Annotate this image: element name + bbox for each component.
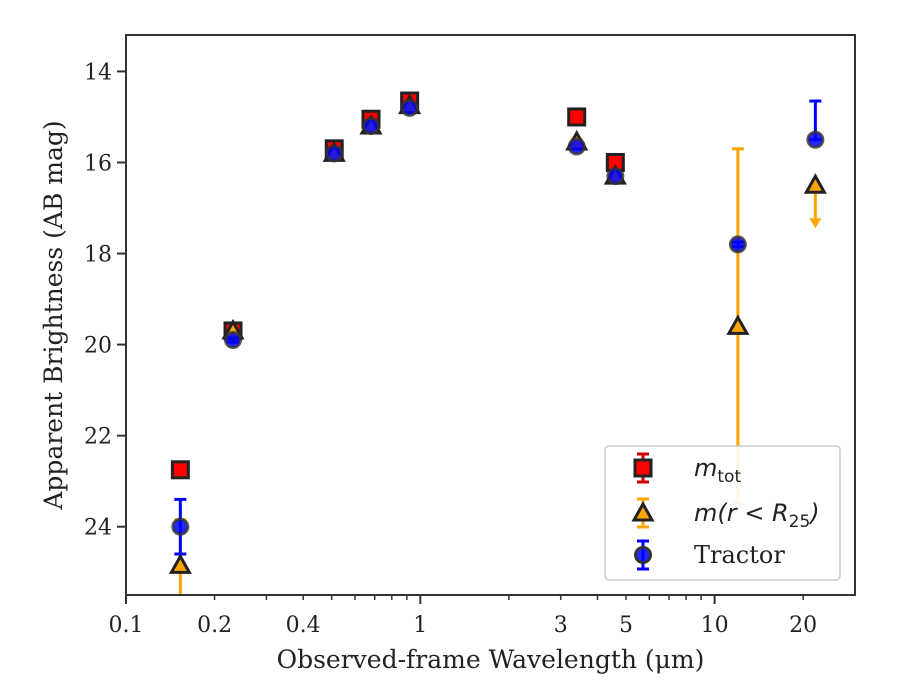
plot-frame (125, 34, 856, 596)
upper-limit-arrow (809, 218, 822, 229)
triangle-marker (168, 553, 192, 574)
y-tick-labels: 14 16 18 20 22 24 (84, 60, 112, 540)
circle-marker (806, 130, 825, 149)
circle-marker (606, 167, 625, 186)
x-tick-label: 5 (619, 613, 633, 638)
legend-square-marker (633, 458, 653, 478)
x-tick-label: 1 (413, 613, 427, 638)
circle-marker (325, 144, 344, 163)
x-tick-label: 0.4 (286, 613, 321, 638)
circle-marker (224, 331, 243, 350)
x-tick-label: 0.2 (197, 613, 232, 638)
y-tick-label: 20 (84, 334, 112, 359)
circle-marker (400, 98, 419, 117)
triangle-marker (803, 173, 827, 194)
legend-triangle-marker (631, 500, 655, 522)
x-tick-label: 0.1 (109, 613, 144, 638)
square-marker (170, 460, 190, 480)
triangle-marker (726, 314, 750, 335)
legend-label: Tractor (694, 541, 785, 569)
x-tick-label: 10 (701, 613, 729, 638)
x-tick-label: 3 (554, 613, 568, 638)
y-tick-label: 16 (84, 151, 112, 176)
legend-label: mtot (694, 454, 741, 487)
legend-label: m(r < R25) (694, 499, 820, 532)
square-marker (567, 107, 587, 127)
y-tick-label: 18 (84, 243, 112, 268)
circle-marker (728, 235, 747, 254)
x-axis-title: Observed-frame Wavelength (μm) (277, 645, 705, 674)
x-tick-label: 20 (789, 613, 817, 638)
y-tick-label: 24 (84, 516, 112, 541)
y-axis-title: Apparent Brightness (AB mag) (39, 120, 68, 510)
legend: mtot m(r < R25) Tractor (604, 445, 841, 581)
circle-marker (362, 117, 381, 136)
circle-marker (171, 517, 190, 536)
y-tick-label: 22 (84, 425, 112, 450)
data-markers (168, 91, 827, 574)
y-tick-label: 14 (84, 60, 112, 85)
legend-box (604, 445, 841, 581)
x-tick-labels: 0.1 0.2 0.4 1 3 5 10 20 (109, 613, 818, 638)
legend-circle-marker (634, 546, 652, 564)
circle-marker (567, 137, 586, 156)
